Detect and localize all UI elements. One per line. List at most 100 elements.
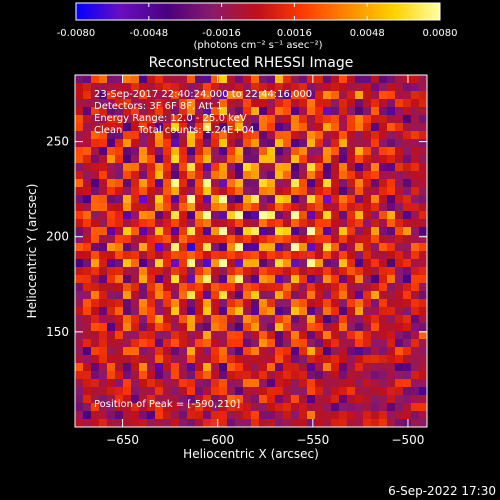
image-pixel [331,203,340,212]
image-pixel [379,355,388,364]
image-pixel [227,211,236,220]
image-pixel [243,403,252,412]
image-pixel [235,387,244,396]
image-pixel [339,275,348,284]
image-pixel [131,83,140,92]
image-pixel [99,251,108,260]
image-pixel [131,259,140,268]
image-pixel [347,331,356,340]
image-pixel [267,387,276,396]
image-pixel [419,323,427,332]
image-pixel [139,251,148,260]
image-pixel [155,123,164,132]
image-pixel [363,195,372,204]
image-pixel [363,419,372,427]
image-pixel [267,419,276,427]
image-pixel [275,371,284,380]
image-pixel [283,251,292,260]
image-pixel [131,323,140,332]
image-pixel [251,131,260,140]
image-pixel [347,315,356,324]
image-pixel [307,331,316,340]
colorbar [75,2,441,21]
image-pixel [171,123,180,132]
image-pixel [323,243,332,252]
image-pixel [83,419,92,427]
image-pixel [195,187,204,196]
image-pixel [171,83,180,92]
image-pixel [363,227,372,236]
image-pixel [403,267,412,276]
image-pixel [83,331,92,340]
image-pixel [163,419,172,427]
image-pixel [171,347,180,356]
image-pixel [91,267,100,276]
image-pixel [291,243,300,252]
image-pixel [107,259,116,268]
image-pixel [115,307,124,316]
image-pixel [419,395,427,404]
image-pixel [355,387,364,396]
image-pixel [139,395,148,404]
image-pixel [107,411,116,420]
image-pixel [195,219,204,228]
image-pixel [379,419,388,427]
image-pixel [259,251,268,260]
image-pixel [139,163,148,172]
image-pixel [275,275,284,284]
image-pixel [187,147,196,156]
image-pixel [395,347,404,356]
image-pixel [403,115,412,124]
image-pixel [91,315,100,324]
image-pixel [291,219,300,228]
image-pixel [403,411,412,420]
image-pixel [283,363,292,372]
image-pixel [259,395,268,404]
image-pixel [235,371,244,380]
image-pixel [331,139,340,148]
image-pixel [179,347,188,356]
image-pixel [115,75,124,84]
image-pixel [403,331,412,340]
image-pixel [315,75,324,84]
image-pixel [227,195,236,204]
image-pixel [395,339,404,348]
image-pixel [323,99,332,108]
image-pixel [131,219,140,228]
image-pixel [155,195,164,204]
image-pixel [131,387,140,396]
image-pixel [123,235,132,244]
image-pixel [251,411,260,420]
image-pixel [211,275,220,284]
image-pixel [131,75,140,84]
image-pixel [235,395,244,404]
image-pixel [387,251,396,260]
image-pixel [235,163,244,172]
image-pixel [203,75,212,84]
image-pixel [75,323,84,332]
image-pixel [75,251,84,260]
image-pixel [155,147,164,156]
image-pixel [91,115,100,124]
image-pixel [107,371,116,380]
image-pixel [315,411,324,420]
image-pixel [75,411,84,420]
image-pixel [91,131,100,140]
image-pixel [275,227,284,236]
image-pixel [307,251,316,260]
image-pixel [371,363,380,372]
image-pixel [179,219,188,228]
image-pixel [195,155,204,164]
image-pixel [171,227,180,236]
image-pixel [275,187,284,196]
image-pixel [275,99,284,108]
image-pixel [395,283,404,292]
image-pixel [251,155,260,164]
image-pixel [395,227,404,236]
image-pixel [123,123,132,132]
image-pixel [403,307,412,316]
image-pixel [275,331,284,340]
image-pixel [211,227,220,236]
image-pixel [171,315,180,324]
image-pixel [123,411,132,420]
